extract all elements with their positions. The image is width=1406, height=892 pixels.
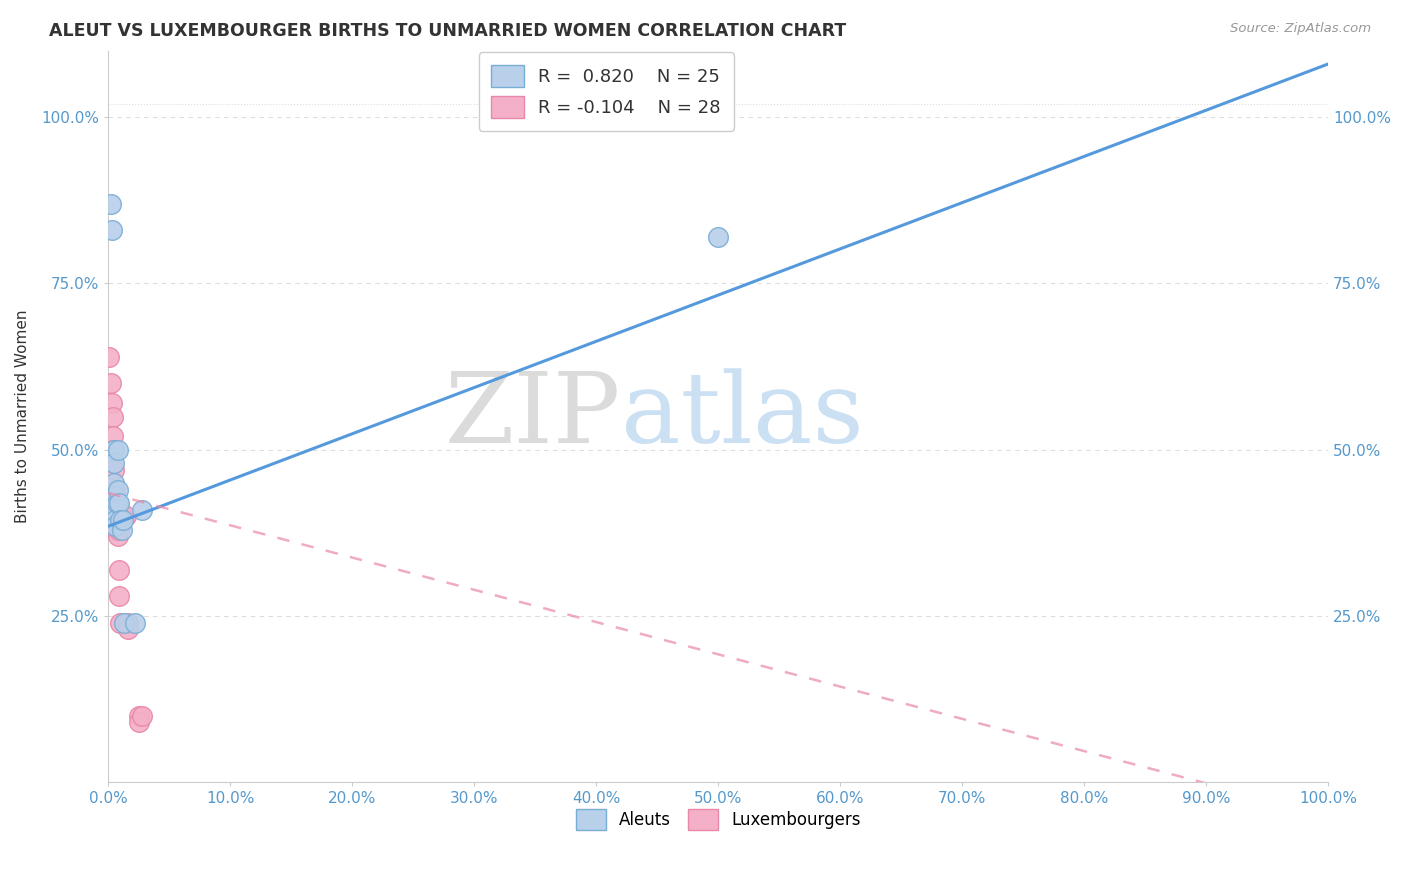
- Point: [128, 715, 150, 730]
- Point: [110, 615, 132, 630]
- Point: [107, 483, 129, 497]
- Point: [107, 529, 129, 543]
- Point: [105, 523, 128, 537]
- Point: [536, 110, 558, 124]
- Text: atlas: atlas: [620, 368, 863, 465]
- Point: [111, 513, 134, 527]
- Point: [105, 509, 128, 524]
- Point: [707, 230, 730, 244]
- Point: [104, 483, 127, 497]
- Text: ZIP: ZIP: [444, 368, 620, 465]
- Point: [103, 476, 125, 491]
- Point: [98, 350, 121, 364]
- Point: [524, 110, 547, 124]
- Point: [100, 376, 122, 391]
- Point: [107, 442, 129, 457]
- Point: [512, 110, 534, 124]
- Point: [103, 496, 125, 510]
- Point: [101, 429, 124, 443]
- Point: [128, 709, 150, 723]
- Point: [103, 489, 125, 503]
- Point: [124, 615, 146, 630]
- Y-axis label: Births to Unmarried Women: Births to Unmarried Women: [15, 310, 30, 524]
- Point: [103, 442, 125, 457]
- Point: [117, 615, 139, 630]
- Point: [108, 523, 131, 537]
- Point: [107, 509, 129, 524]
- Point: [104, 513, 127, 527]
- Point: [105, 496, 128, 510]
- Point: [131, 709, 153, 723]
- Point: [104, 489, 127, 503]
- Legend: Aleuts, Luxembourgers: Aleuts, Luxembourgers: [569, 803, 868, 836]
- Point: [100, 196, 122, 211]
- Point: [101, 409, 124, 424]
- Point: [110, 523, 132, 537]
- Point: [117, 623, 139, 637]
- Point: [488, 110, 510, 124]
- Point: [104, 502, 127, 516]
- Text: ALEUT VS LUXEMBOURGER BIRTHS TO UNMARRIED WOMEN CORRELATION CHART: ALEUT VS LUXEMBOURGER BIRTHS TO UNMARRIE…: [49, 22, 846, 40]
- Point: [108, 562, 131, 576]
- Point: [108, 496, 131, 510]
- Point: [131, 502, 153, 516]
- Point: [110, 502, 132, 516]
- Point: [104, 496, 127, 510]
- Point: [101, 442, 124, 457]
- Point: [104, 502, 127, 516]
- Point: [101, 223, 124, 237]
- Point: [115, 509, 138, 524]
- Point: [103, 463, 125, 477]
- Point: [104, 519, 127, 533]
- Point: [108, 589, 131, 603]
- Text: Source: ZipAtlas.com: Source: ZipAtlas.com: [1230, 22, 1371, 36]
- Point: [103, 456, 125, 470]
- Point: [101, 396, 124, 410]
- Point: [110, 513, 132, 527]
- Point: [112, 615, 135, 630]
- Point: [105, 516, 128, 530]
- Point: [561, 110, 583, 124]
